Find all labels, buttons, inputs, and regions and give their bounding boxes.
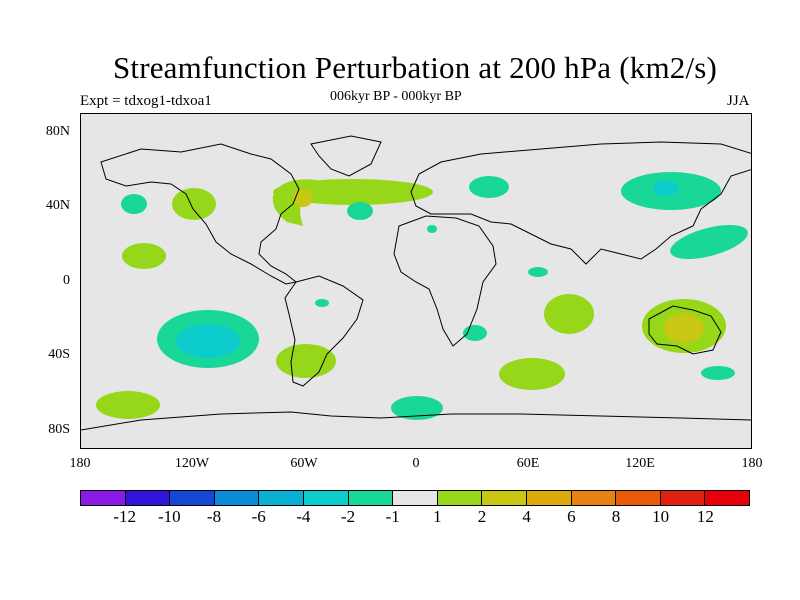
anomaly-positive-core-labrador [293, 189, 313, 207]
colorbar-swatch [482, 491, 527, 505]
anomaly-negative-tropical-atlantic [315, 299, 329, 307]
anomaly-negative-arabian-sea [528, 267, 548, 277]
coast-greenland [310, 135, 382, 177]
lon-label-60e: 60E [516, 456, 540, 471]
colorbar-swatch [571, 491, 617, 505]
anomaly-negative-south-pacific-east [701, 366, 735, 380]
anomaly-negative-east-asia-core [653, 180, 679, 196]
coastlines [81, 135, 751, 431]
colorbar-swatch [348, 491, 394, 505]
colorbar [80, 490, 750, 506]
colorbar-label: 10 [652, 507, 670, 526]
colorbar-swatch [125, 491, 171, 505]
lon-label-120e: 120E [625, 456, 655, 471]
colorbar-swatch [616, 491, 661, 505]
colorbar-swatch [170, 491, 215, 505]
colorbar-label: 8 [611, 507, 621, 526]
colorbar-label: -2 [340, 507, 356, 526]
map-plot-area [80, 113, 752, 449]
anomaly-positive-south-indian [499, 358, 565, 390]
coast-australia [648, 305, 722, 355]
lon-label-60w: 60W [290, 456, 318, 471]
lon-label-0: 0 [412, 456, 420, 471]
lat-label-0: 0 [63, 273, 70, 288]
colorbar-swatch [393, 491, 438, 505]
colorbar-label: -6 [251, 507, 266, 526]
colorbar-label: 2 [477, 507, 487, 526]
colorbar-swatch [81, 491, 126, 505]
anomaly-negative-north-pacific [121, 194, 147, 214]
map-svg [81, 135, 751, 431]
season-label: JJA [727, 93, 750, 109]
chart-title: Streamfunction Perturbation at 200 hPa (… [112, 50, 718, 85]
lat-label-80s: 80S [48, 422, 70, 437]
anomaly-negative-south-pacific-core [176, 324, 240, 358]
anomaly-positive-north-america-arc [272, 179, 336, 226]
lat-label-40n: 40N [45, 198, 70, 213]
colorbar-label: 6 [567, 507, 576, 526]
colorbar-swatch [303, 491, 349, 505]
lon-label-180w: 180 [69, 456, 91, 471]
coast-north-america [100, 143, 300, 285]
colorbar-swatch [705, 491, 749, 505]
anomaly-negative-west-pacific [670, 224, 748, 260]
coast-eurasia [410, 141, 751, 265]
lat-label-80n: 80N [45, 124, 70, 139]
coast-south-america [284, 275, 364, 387]
anomaly-positive-southwest-pacific [96, 391, 160, 419]
anomaly-negative-south-atlantic [391, 396, 443, 420]
colorbar-label: 4 [522, 507, 531, 526]
anomaly-negative-atlantic [347, 202, 373, 220]
anomaly-positive-core-australia [664, 313, 704, 343]
anomaly-fields [96, 172, 748, 420]
anomaly-negative-russia [469, 176, 509, 198]
colorbar-label: -1 [385, 507, 400, 526]
colorbar-swatch [437, 491, 483, 505]
anomaly-negative-southern-africa [463, 325, 487, 341]
anomaly-positive-north-pacific [172, 188, 216, 220]
colorbar-label: 12 [696, 507, 714, 526]
colorbar-label: -10 [157, 507, 181, 526]
lon-label-120w: 120W [174, 456, 210, 471]
chart-subtitle: 006kyr BP - 000kyr BP [330, 89, 462, 104]
coast-antarctica [81, 411, 751, 431]
coast-africa [393, 215, 497, 347]
colorbar-swatch [660, 491, 706, 505]
lat-label-40s: 40S [48, 347, 70, 362]
colorbar-swatch [214, 491, 260, 505]
colorbar-swatch [259, 491, 304, 505]
anomaly-positive-east-pacific [122, 243, 166, 269]
colorbar-swatch [526, 491, 572, 505]
colorbar-label: 1 [433, 507, 442, 526]
anomaly-positive-indian-ocean [544, 294, 594, 334]
lon-label-180e: 180 [741, 456, 763, 471]
experiment-label: Expt = tdxog1-tdxoa1 [80, 93, 212, 109]
anomaly-negative-africa [427, 225, 437, 233]
colorbar-label: -8 [206, 507, 222, 526]
anomaly-positive-south-america [276, 344, 336, 378]
colorbar-label: -12 [113, 507, 136, 526]
colorbar-label: -4 [296, 507, 311, 526]
